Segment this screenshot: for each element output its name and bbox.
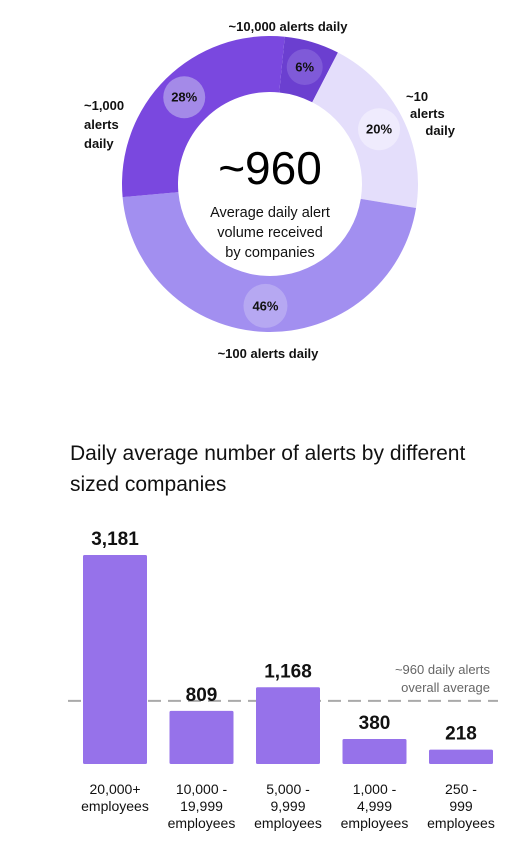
donut-percent-badge: 28%	[163, 76, 206, 119]
category-label: employees	[168, 815, 236, 831]
donut-center-caption: volume received	[217, 225, 323, 241]
reference-line-label: ~960 daily alerts	[395, 662, 491, 677]
donut-center-caption: Average daily alert	[210, 205, 330, 221]
category-label: 4,999	[357, 798, 392, 814]
donut-percent-badge-circle	[163, 76, 206, 119]
bar-20-000	[83, 555, 147, 764]
donut-slice-label: ~1,000	[84, 98, 124, 113]
donut-percent-badge: 20%	[358, 108, 401, 151]
donut-slice-label: daily	[425, 123, 455, 138]
donut-slice-label: alerts	[410, 106, 445, 121]
bar-5-000	[256, 687, 320, 764]
donut-percent-label: 28%	[171, 90, 197, 105]
bar-value-label: 809	[186, 685, 218, 706]
bar-10-000	[169, 710, 234, 764]
alert-volume-donut-chart: 6% ~10,000 alerts daily 20% ~10 alerts daily 4…	[84, 19, 456, 361]
category-label: 10,000 -	[176, 781, 228, 797]
bar-chart-title-line-1: Daily average number of alerts by differ…	[70, 442, 466, 465]
donut-percent-badge: 6%	[286, 49, 323, 86]
category-label: employees	[254, 815, 322, 831]
bar-chart-title: Daily average number of alerts by differ…	[70, 438, 510, 500]
donut-percent-badge-circle	[243, 283, 288, 328]
donut-center-caption: by companies	[225, 245, 314, 261]
category-label: 20,000+	[90, 781, 141, 797]
reference-line-label: overall average	[401, 680, 490, 695]
bar-value-label: 3,181	[91, 529, 139, 550]
donut-slice-46	[122, 192, 417, 332]
donut-percent-badge-circle	[358, 108, 401, 151]
alerts-by-company-size-bar-chart: ~960 daily alerts overall average 3,181 20,…	[68, 529, 498, 831]
donut-center-value: ~960	[218, 142, 322, 194]
bar-1-000	[342, 739, 407, 764]
donut-slice-label: ~100 alerts daily	[218, 346, 320, 361]
category-label: employees	[427, 815, 495, 831]
bar-value-label: 218	[445, 724, 477, 745]
category-label: 250 -	[445, 781, 477, 797]
donut-percent-badge-circle	[286, 49, 323, 86]
bar-value-label: 1,168	[264, 661, 312, 682]
category-label: 1,000 -	[353, 781, 397, 797]
donut-percent-label: 6%	[295, 60, 314, 75]
donut-percent-badge: 46%	[243, 283, 288, 328]
category-label: 5,000 -	[266, 781, 310, 797]
category-label: 19,999	[180, 798, 223, 814]
bar-250	[429, 749, 493, 764]
bar-value-label: 380	[359, 713, 391, 734]
category-label: employees	[81, 798, 149, 814]
donut-percent-label: 20%	[366, 122, 392, 137]
donut-slice-label: daily	[84, 136, 114, 151]
category-label: employees	[341, 815, 409, 831]
donut-slice-28	[122, 36, 285, 198]
category-label: 9,999	[270, 798, 305, 814]
donut-slice-label: ~10	[406, 89, 428, 104]
donut-percent-label: 46%	[252, 298, 278, 313]
category-label: 999	[449, 798, 473, 814]
donut-slice-label: ~10,000 alerts daily	[229, 19, 349, 34]
donut-slice-label: alerts	[84, 117, 119, 132]
bar-chart-title-line-2: sized companies	[70, 473, 227, 496]
